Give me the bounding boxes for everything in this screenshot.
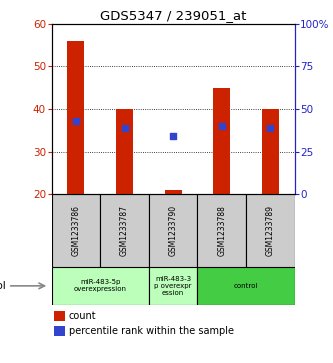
Bar [54,311,65,321]
Bar [246,194,295,267]
Text: GSM1233787: GSM1233787 [120,205,129,256]
Bar [149,267,197,305]
Bar [213,87,230,194]
Text: count: count [69,311,96,321]
Title: GDS5347 / 239051_at: GDS5347 / 239051_at [100,9,246,23]
Text: GSM1233788: GSM1233788 [217,205,226,256]
Text: protocol: protocol [0,281,5,291]
Bar [67,41,85,194]
Point [122,125,127,131]
Bar [262,109,279,194]
Bar [52,194,100,267]
Text: miR-483-3
p overexpr
ession: miR-483-3 p overexpr ession [155,276,192,296]
Point [268,125,273,131]
Text: control: control [234,283,258,289]
Text: percentile rank within the sample: percentile rank within the sample [69,326,234,336]
Bar [100,194,149,267]
Bar [165,190,182,194]
Bar [197,267,295,305]
Text: miR-483-5p
overexpression: miR-483-5p overexpression [74,280,127,292]
Bar [197,194,246,267]
Bar [52,267,149,305]
Text: GSM1233786: GSM1233786 [71,205,81,256]
Point [73,118,79,124]
Bar [149,194,197,267]
Bar [54,326,65,336]
Point [219,123,224,129]
Bar [116,109,133,194]
Text: GSM1233789: GSM1233789 [266,205,275,256]
Text: GSM1233790: GSM1233790 [168,205,178,256]
Point [170,133,176,139]
